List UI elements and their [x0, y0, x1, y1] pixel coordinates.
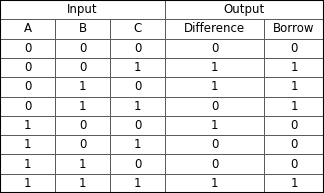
Text: 1: 1: [24, 138, 31, 151]
Bar: [0, 154, 55, 174]
Bar: [165, 135, 264, 154]
Bar: [264, 174, 324, 193]
Bar: [55, 174, 110, 193]
Bar: [110, 135, 165, 154]
Text: 1: 1: [134, 138, 141, 151]
Bar: [110, 174, 165, 193]
Bar: [264, 116, 324, 135]
Text: 1: 1: [290, 61, 298, 74]
Text: 0: 0: [79, 138, 86, 151]
Bar: [264, 39, 324, 58]
Bar: [0, 96, 55, 116]
Text: 1: 1: [211, 80, 218, 93]
Text: 1: 1: [79, 177, 86, 190]
Text: A: A: [24, 22, 31, 36]
Bar: [110, 58, 165, 77]
Text: 1: 1: [211, 119, 218, 132]
Bar: [0, 39, 55, 58]
Text: 0: 0: [24, 100, 31, 113]
Bar: [110, 154, 165, 174]
Bar: [0, 0, 165, 19]
Text: 0: 0: [134, 157, 141, 171]
Bar: [165, 39, 264, 58]
Bar: [165, 58, 264, 77]
Text: 1: 1: [24, 119, 31, 132]
Bar: [0, 77, 55, 96]
Bar: [165, 77, 264, 96]
Text: 0: 0: [134, 119, 141, 132]
Text: 1: 1: [79, 157, 86, 171]
Text: 0: 0: [290, 119, 298, 132]
Text: 0: 0: [211, 138, 218, 151]
Bar: [165, 0, 324, 19]
Bar: [264, 135, 324, 154]
Bar: [0, 58, 55, 77]
Text: 0: 0: [134, 42, 141, 55]
Text: 0: 0: [134, 80, 141, 93]
Bar: [55, 96, 110, 116]
Text: 0: 0: [79, 42, 86, 55]
Text: 0: 0: [290, 157, 298, 171]
Bar: [0, 174, 55, 193]
Text: 1: 1: [134, 100, 141, 113]
Bar: [110, 77, 165, 96]
Text: 1: 1: [134, 61, 141, 74]
Bar: [55, 19, 110, 39]
Bar: [110, 39, 165, 58]
Bar: [165, 154, 264, 174]
Text: 1: 1: [134, 177, 141, 190]
Text: 0: 0: [211, 157, 218, 171]
Text: 1: 1: [290, 177, 298, 190]
Text: 0: 0: [79, 119, 86, 132]
Bar: [165, 96, 264, 116]
Text: 1: 1: [24, 177, 31, 190]
Bar: [55, 58, 110, 77]
Text: C: C: [133, 22, 142, 36]
Text: 1: 1: [290, 100, 298, 113]
Bar: [264, 19, 324, 39]
Text: 0: 0: [211, 100, 218, 113]
Bar: [165, 19, 264, 39]
Bar: [55, 39, 110, 58]
Bar: [55, 77, 110, 96]
Bar: [264, 96, 324, 116]
Text: B: B: [78, 22, 87, 36]
Text: 0: 0: [211, 42, 218, 55]
Text: 0: 0: [24, 42, 31, 55]
Bar: [0, 135, 55, 154]
Text: Borrow: Borrow: [273, 22, 315, 36]
Text: 1: 1: [79, 80, 86, 93]
Bar: [264, 154, 324, 174]
Bar: [165, 116, 264, 135]
Bar: [0, 19, 55, 39]
Text: 0: 0: [24, 61, 31, 74]
Text: 0: 0: [24, 80, 31, 93]
Bar: [0, 116, 55, 135]
Text: 0: 0: [79, 61, 86, 74]
Bar: [264, 77, 324, 96]
Text: 1: 1: [211, 61, 218, 74]
Text: 1: 1: [290, 80, 298, 93]
Text: Output: Output: [224, 3, 265, 16]
Bar: [165, 174, 264, 193]
Bar: [264, 58, 324, 77]
Bar: [55, 135, 110, 154]
Bar: [110, 116, 165, 135]
Text: 1: 1: [79, 100, 86, 113]
Bar: [55, 154, 110, 174]
Text: Difference: Difference: [184, 22, 245, 36]
Text: 0: 0: [290, 138, 298, 151]
Bar: [110, 96, 165, 116]
Bar: [110, 19, 165, 39]
Bar: [55, 116, 110, 135]
Text: 1: 1: [211, 177, 218, 190]
Text: 0: 0: [290, 42, 298, 55]
Text: Input: Input: [67, 3, 98, 16]
Text: 1: 1: [24, 157, 31, 171]
